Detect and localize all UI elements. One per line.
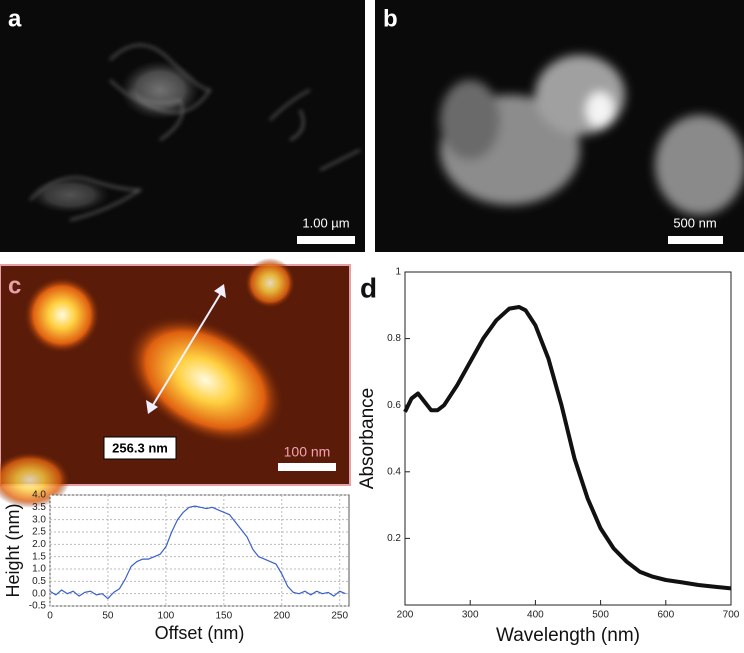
y-tick-label: 1 (395, 267, 401, 278)
x-axis-label: Offset (nm) (155, 623, 245, 643)
scale-bar (297, 236, 355, 244)
x-tick-label: 100 (158, 611, 175, 622)
y-tick-label: 1.5 (32, 551, 46, 562)
y-tick-label: 1.0 (32, 564, 46, 575)
scale-bar-label: 1.00 µm (302, 215, 349, 230)
panel-label: b (383, 5, 398, 32)
y-tick-label: -0.5 (29, 601, 47, 612)
x-tick-label: 700 (723, 610, 740, 621)
x-tick-label: 500 (592, 610, 609, 621)
annotation: 256.3 nm (112, 440, 168, 455)
y-tick-label: 3.0 (32, 514, 46, 525)
y-tick-label: 3.5 (32, 502, 46, 513)
afm-image: 256.3 nm c 100 nm (0, 258, 351, 508)
x-tick-label: 50 (102, 611, 114, 622)
panel-label: d (360, 272, 377, 303)
scale-bar-label: 500 nm (673, 215, 716, 230)
charts: -0.50.00.51.01.52.02.53.03.54.00 50 100 150… (3, 267, 740, 646)
x-tick-label: 0 (47, 611, 53, 622)
panel-label: c (8, 272, 21, 299)
x-tick-label: 200 (273, 611, 290, 622)
data-line (49, 505, 346, 600)
y-axis-label: Height (nm) (3, 503, 23, 597)
x-tick-label: 250 (331, 611, 348, 622)
y-tick-label: 2.0 (32, 539, 46, 550)
y-tick-label: 0.8 (387, 333, 401, 344)
y-tick-label: 0.2 (387, 533, 401, 544)
sem-image-a: a 1.00 µm (0, 0, 365, 252)
y-tick-label: 0.0 (32, 588, 46, 599)
x-tick-label: 200 (397, 610, 414, 621)
y-tick-label: 0.5 (32, 576, 46, 587)
sem-image-b: b 500 nm (375, 0, 744, 252)
scale-bar (278, 463, 336, 471)
y-tick-label: 2.5 (32, 527, 46, 538)
panel-label: a (8, 5, 22, 32)
y-axis-label: Absorbance (357, 388, 378, 489)
y-tick-label: 0.6 (387, 400, 401, 411)
x-tick-label: 400 (527, 610, 544, 621)
y-tick-label: 4.0 (32, 490, 46, 501)
x-tick-label: 150 (215, 611, 232, 622)
y-tick-label: 0.4 (387, 466, 401, 477)
measure-line (149, 287, 225, 411)
x-tick-label: 300 (462, 610, 479, 621)
plot-area (49, 494, 350, 607)
x-tick-label: 600 (657, 610, 674, 621)
scale-bar (668, 236, 723, 244)
data-line (403, 305, 732, 591)
scale-bar-label: 100 nm (284, 444, 331, 460)
x-axis-label: Wavelength (nm) (496, 625, 640, 646)
